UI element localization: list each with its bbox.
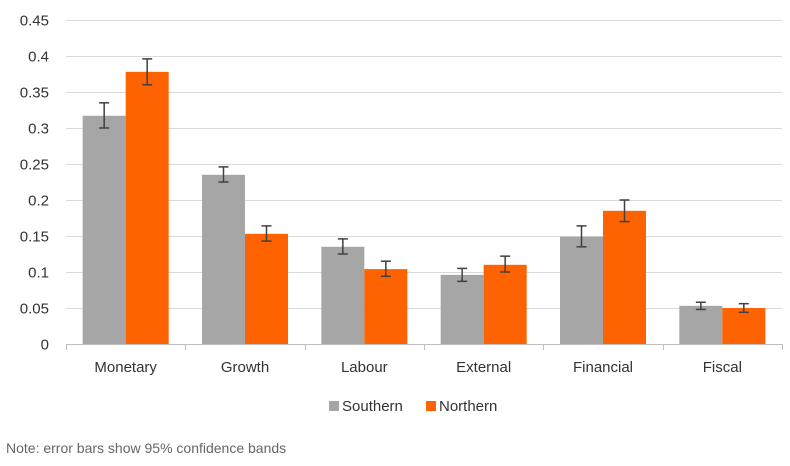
legend-item-southern: Southern [329, 398, 403, 415]
bar-southern [679, 305, 723, 344]
bar-southern [202, 174, 245, 344]
y-tick-label: 0.45 [20, 13, 49, 30]
bar-southern [82, 115, 126, 344]
bar-northern [364, 269, 408, 344]
category-labels: Monetary Growth Labour External Financial Fis… [94, 359, 742, 376]
legend-swatch [426, 401, 436, 411]
bars [82, 71, 766, 344]
y-tick-label: 0.05 [20, 301, 49, 318]
category-label: Financial [573, 359, 633, 376]
bar-northern [603, 210, 646, 344]
y-tick-label: 0 [41, 337, 49, 354]
category-label: Labour [341, 359, 388, 376]
category-label: Fiscal [703, 359, 742, 376]
y-tick-label: 0.4 [28, 49, 49, 66]
bar-northern [125, 71, 169, 344]
legend-label: Northern [439, 398, 497, 415]
chart-note: Note: error bars show 95% confidence ban… [6, 440, 287, 456]
x-axis [66, 344, 783, 350]
y-tick-label: 0.25 [20, 157, 49, 174]
gridlines [66, 20, 782, 309]
legend-swatch [329, 401, 339, 411]
bar-southern [321, 246, 365, 344]
bar-southern [560, 236, 603, 344]
bar-chart: 0 0.05 0.1 0.15 0.2 0.25 0.3 0.35 0.4 0.45 Moneta… [20, 13, 783, 415]
bar-northern [245, 233, 288, 344]
y-axis-ticks: 0 0.05 0.1 0.15 0.2 0.25 0.3 0.35 0.4 0.45 [20, 13, 49, 354]
legend: Southern Northern [329, 398, 497, 415]
bar-northern [483, 264, 527, 344]
bar-northern [722, 308, 766, 344]
y-tick-label: 0.3 [28, 121, 49, 138]
y-tick-label: 0.1 [28, 265, 49, 282]
category-label: Monetary [94, 359, 157, 376]
legend-item-northern: Northern [426, 398, 497, 415]
category-label: External [456, 359, 511, 376]
y-tick-label: 0.35 [20, 85, 49, 102]
bar-southern [440, 274, 484, 344]
category-label: Growth [221, 359, 269, 376]
error-bars [99, 58, 749, 314]
y-tick-label: 0.15 [20, 229, 49, 246]
legend-label: Southern [342, 398, 403, 415]
y-tick-label: 0.2 [28, 193, 49, 210]
